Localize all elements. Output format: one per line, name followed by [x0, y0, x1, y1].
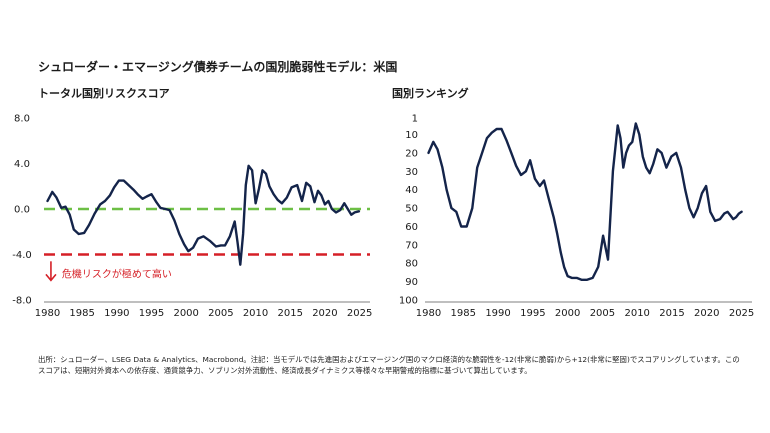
- y-tick-label: 4.0: [14, 159, 30, 170]
- x-tick-label: 1985: [69, 308, 94, 319]
- x-tick-label: 2000: [173, 308, 198, 319]
- x-tick-label: 2015: [278, 308, 303, 319]
- y-tick-label: 30: [405, 167, 418, 178]
- source-note: 出所：シュローダー、LSEG Data & Analytics、Macrobon…: [38, 354, 758, 376]
- y-tick-label: 50: [405, 204, 418, 215]
- chart-2-title: 国別ランキング: [392, 87, 469, 100]
- y-tick-label: 10: [405, 130, 418, 141]
- x-tick-label: 2020: [694, 308, 719, 319]
- chart-1-title: トータル国別リスクスコア: [38, 87, 170, 100]
- x-tick-label: 1990: [485, 308, 510, 319]
- y-tick-label: 80: [405, 259, 418, 270]
- y-tick-label: 8.0: [14, 114, 30, 125]
- x-tick-label: 2000: [555, 308, 580, 319]
- x-tick-label: 2005: [590, 308, 615, 319]
- source-line-1: 出所：シュローダー、LSEG Data & Analytics、Macrobon…: [38, 355, 740, 364]
- x-tick-label: 1995: [520, 308, 545, 319]
- x-tick-label: 2010: [624, 308, 649, 319]
- y-tick-label: -4.0: [12, 250, 32, 261]
- x-tick-label: 2025: [347, 308, 372, 319]
- y-tick-label: 40: [405, 185, 418, 196]
- y-tick-label: -8.0: [12, 296, 32, 307]
- x-tick-label: 2015: [659, 308, 684, 319]
- x-tick-label: 1980: [35, 308, 60, 319]
- down-arrow-icon: [45, 273, 57, 282]
- x-tick-label: 1985: [451, 308, 476, 319]
- x-tick-label: 2010: [243, 308, 268, 319]
- x-tick-label: 2020: [312, 308, 337, 319]
- x-tick-label: 1980: [416, 308, 441, 319]
- y-tick-label: 0.0: [14, 205, 30, 216]
- series-line: [46, 164, 361, 266]
- y-tick-label: 60: [405, 222, 418, 233]
- y-tick-label: 1: [412, 114, 418, 125]
- x-tick-label: 2025: [729, 308, 754, 319]
- y-tick-label: 100: [399, 296, 418, 307]
- source-line-2: スコアは、短期対外資本への依存度、通貨競争力、ソブリン対外流動性、経済成長ダイナ…: [38, 366, 532, 375]
- y-tick-label: 70: [405, 240, 418, 251]
- x-tick-label: 1990: [104, 308, 129, 319]
- y-tick-label: 90: [405, 277, 418, 288]
- series-line: [427, 122, 743, 281]
- x-tick-label: 2005: [208, 308, 233, 319]
- x-tick-label: 1995: [139, 308, 164, 319]
- page-title: シュローダー・エマージング債券チームの国別脆弱性モデル：米国: [38, 60, 398, 74]
- annotation-label: 危機リスクが極めて高い: [62, 267, 172, 280]
- y-tick-label: 20: [405, 148, 418, 159]
